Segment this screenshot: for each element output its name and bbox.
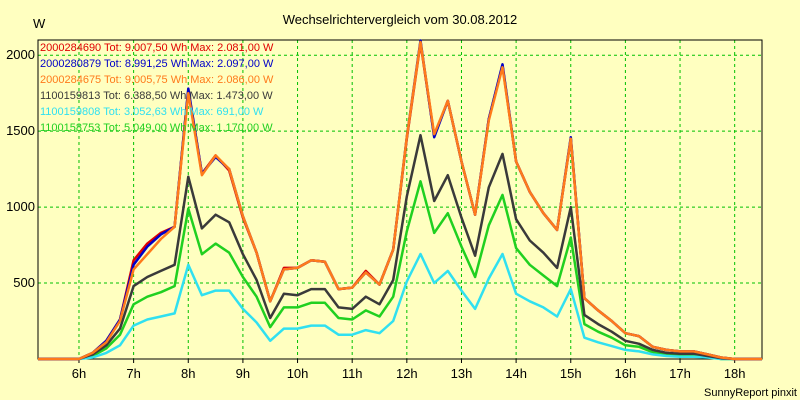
y-tick-label: 2000 [6,47,35,62]
x-tick-label: 11h [342,366,363,381]
y-tick-label: 1000 [6,199,35,214]
legend-entry-3: 2000284675 Tot: 9.005,75 Wh Max: 2.086,0… [40,74,274,86]
x-tick-label: 9h [236,366,250,381]
legend: 2000284690 Tot: 9.007,50 Wh Max: 2.081,0… [40,42,274,134]
x-tick-label: 17h [669,366,691,381]
footer-credit: SunnyReport pinxit [704,387,797,399]
x-tick-label: 6h [72,366,86,381]
x-axis-ticks: 6h 7h 8h 9h 10h 11h 12h 13h 14h 15h 16h 17h 18h [72,359,746,381]
series-line-4 [38,133,762,361]
y-tick-label: 500 [13,275,35,290]
legend-entry-4: 1100159813 Tot: 6.388,50 Wh Max: 1.473,0… [40,90,273,102]
chart-title: Wechselrichtervergleich vom 30.08.2012 [283,12,518,27]
x-tick-label: 12h [396,366,418,381]
x-tick-label: 16h [615,366,637,381]
series-line-6 [38,180,762,361]
y-axis-unit-label: W [33,16,46,31]
legend-entry-2: 2000280879 Tot: 8.991,25 Wh Max: 2.097,0… [40,58,274,70]
x-tick-label: 18h [724,366,746,381]
x-tick-label: 8h [181,366,195,381]
legend-entry-5: 1100159808 Tot: 3.052,63 Wh Max: 691,00 … [40,106,264,118]
x-tick-label: 10h [287,366,309,381]
x-tick-label: 7h [126,366,140,381]
x-tick-label: 15h [560,366,582,381]
plot-border [37,39,763,360]
y-axis-ticks: 500 1000 1500 2000 [6,47,35,290]
y-tick-label: 1500 [6,123,35,138]
x-tick-label: 14h [505,366,527,381]
series-lines [38,39,762,361]
series-line-5 [38,252,762,361]
x-tick-label: 13h [451,366,473,381]
legend-entry-6: 1100158753 Tot: 5.049,00 Wh Max: 1.170,0… [40,122,273,134]
legend-entry-1: 2000284690 Tot: 9.007,50 Wh Max: 2.081,0… [40,42,274,54]
series-line-3 [38,40,762,361]
